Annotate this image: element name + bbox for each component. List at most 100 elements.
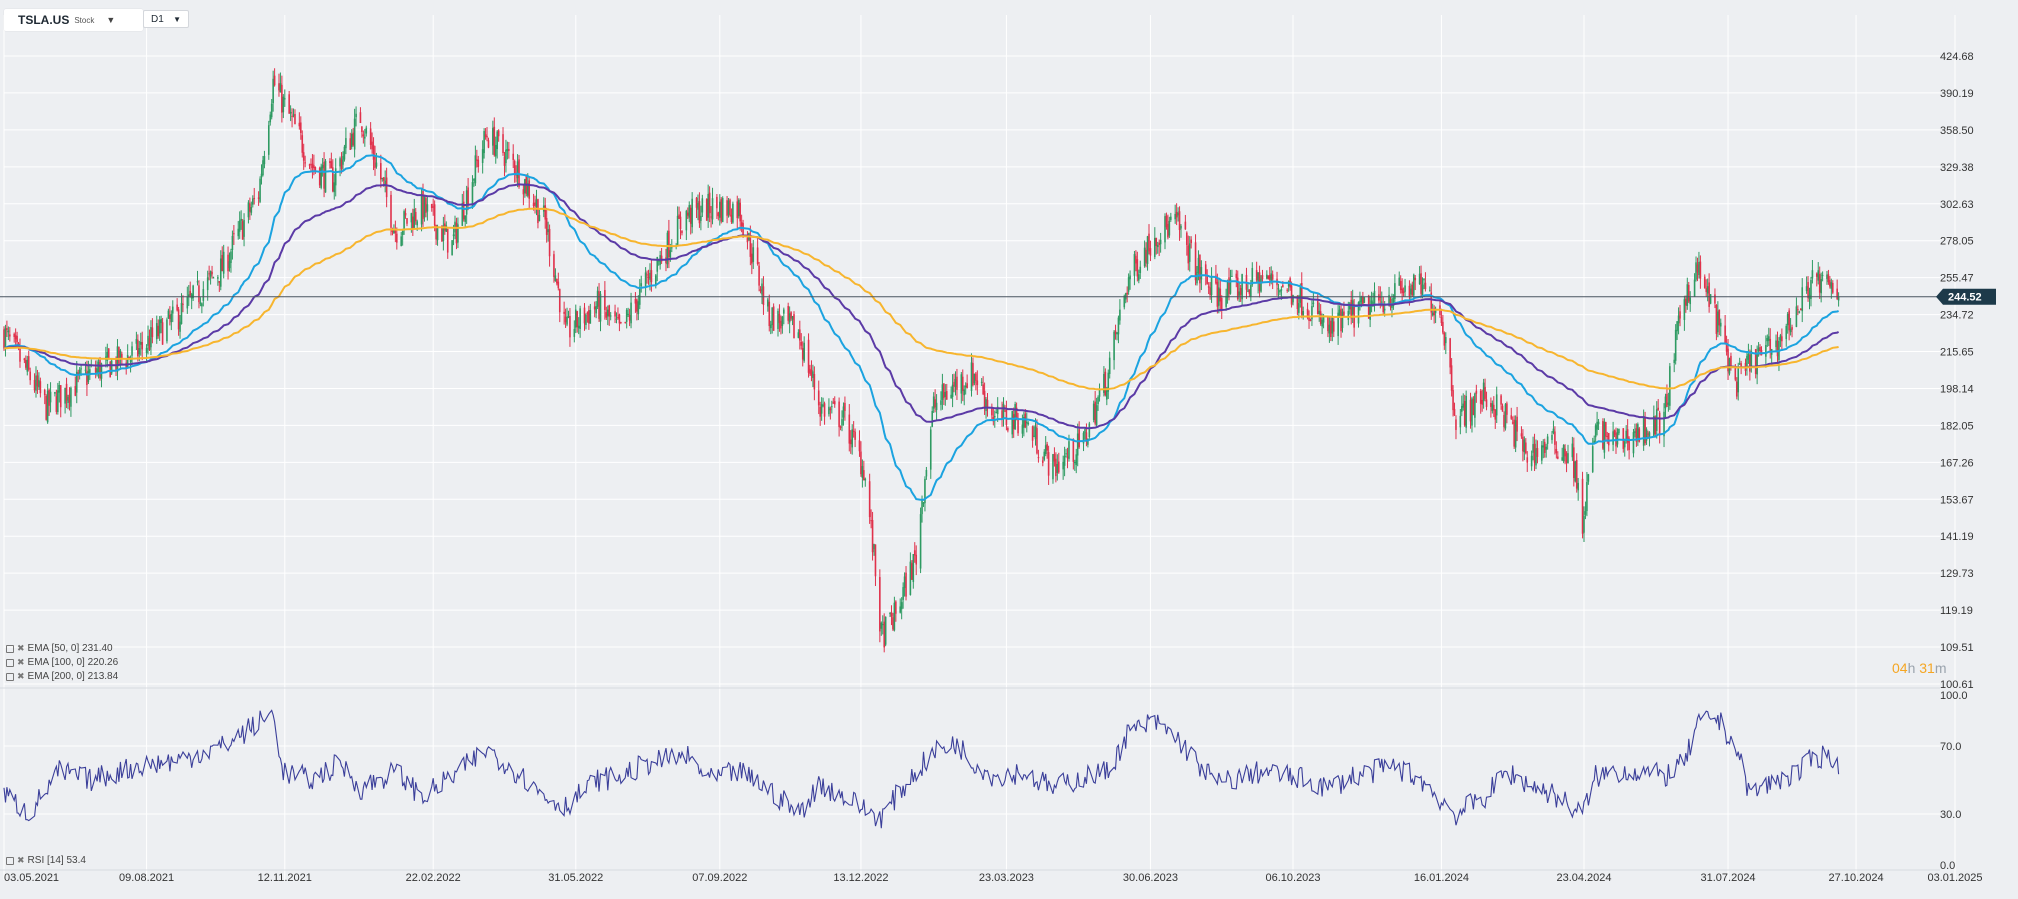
candle-up [1648, 432, 1651, 438]
ema200-legend: ✖ EMA [200, 0] 213.84 [6, 671, 118, 682]
time-tick-label: 30.06.2023 [1123, 872, 1178, 884]
candle-up [1577, 482, 1579, 491]
symbol-name[interactable]: TSLA.US [18, 13, 70, 27]
candle-down [1696, 264, 1699, 273]
price-tick-label: 100.61 [1940, 679, 1974, 691]
candle-down [1012, 414, 1015, 430]
candle-up [89, 369, 91, 374]
candle-down [598, 291, 600, 319]
candle-up [474, 155, 477, 184]
settings-icon[interactable] [6, 856, 14, 865]
candle-down [441, 226, 443, 242]
candle-down [288, 94, 290, 114]
candle-down [605, 312, 608, 318]
candle-down [1481, 399, 1483, 405]
settings-icon[interactable] [6, 658, 14, 667]
candle-up [1226, 281, 1229, 298]
candle-up [589, 310, 592, 324]
candle-down [1296, 296, 1299, 309]
candle-down [966, 383, 968, 389]
candle-up [893, 602, 896, 631]
candle-down [1236, 277, 1239, 300]
candle-down [522, 189, 525, 195]
candle-up [145, 347, 148, 354]
candle-up [410, 213, 413, 223]
candle-down [1605, 422, 1607, 437]
candle-up [781, 316, 784, 326]
candle-up [279, 83, 282, 93]
candle-down [128, 356, 130, 359]
candle-up [1270, 273, 1273, 281]
candle-down [708, 192, 711, 214]
candle-up [1618, 428, 1620, 434]
candle-down [218, 281, 221, 283]
settings-icon[interactable] [6, 644, 14, 653]
candle-up [381, 177, 384, 179]
close-icon[interactable]: ✖ [17, 657, 25, 667]
candle-up [1471, 398, 1473, 426]
timeframe-dropdown-icon[interactable]: ▼ [173, 14, 181, 24]
candle-up [985, 399, 987, 412]
candle-up [350, 133, 353, 148]
candle-up [1695, 262, 1697, 280]
candle-down [730, 214, 733, 223]
candle-down [189, 290, 192, 296]
candle-up [237, 228, 240, 237]
candle-up [669, 250, 672, 258]
candle-down [569, 316, 571, 338]
candle-down [1209, 287, 1211, 296]
candle-up [1645, 429, 1648, 441]
candle-down [3, 329, 5, 349]
candle-down [678, 214, 680, 219]
candle-down [118, 347, 120, 364]
candle-down [372, 145, 375, 160]
close-icon[interactable]: ✖ [17, 671, 25, 681]
candle-up [1225, 296, 1227, 307]
candle-up [1034, 426, 1037, 440]
candle-up [180, 302, 183, 325]
close-icon[interactable]: ✖ [17, 643, 25, 653]
candle-up [282, 96, 285, 113]
candle-up [230, 251, 232, 263]
settings-icon[interactable] [6, 672, 14, 681]
candle-up [900, 602, 903, 610]
symbol-selector[interactable]: TSLA.US Stock ▼ [4, 9, 143, 31]
candle-up [1231, 275, 1233, 277]
timeframe-selector[interactable]: D1 ▼ [143, 10, 189, 28]
close-icon[interactable]: ✖ [17, 855, 25, 865]
candle-up [995, 412, 998, 414]
candle-up [932, 396, 935, 409]
candle-up [579, 308, 581, 329]
candle-up [1241, 274, 1243, 300]
symbol-dropdown-icon[interactable]: ▼ [106, 15, 116, 25]
candle-up [1002, 403, 1005, 419]
candle-down [1007, 427, 1009, 431]
candle-up [1180, 225, 1182, 229]
candle-up [1551, 434, 1553, 440]
candle-down [396, 233, 398, 243]
candle-up [535, 199, 538, 208]
candle-down [1781, 336, 1783, 342]
candle-up [170, 313, 173, 323]
candle-up [1669, 366, 1671, 406]
candle-down [16, 335, 18, 343]
candle-up [46, 390, 49, 423]
candle-up [666, 232, 669, 265]
candle-up [1677, 315, 1680, 324]
candle-down [198, 285, 200, 303]
candle-up [54, 392, 56, 394]
candle-down [299, 122, 302, 133]
candle-down [278, 83, 280, 91]
candle-down [1343, 311, 1345, 316]
candle-up [1082, 432, 1085, 444]
candle-up [1674, 329, 1677, 361]
candle-down [679, 216, 682, 229]
candle-down [27, 356, 30, 370]
candle-up [228, 261, 231, 269]
candle-down [1255, 270, 1258, 281]
candle-up [944, 391, 947, 397]
candle-up [1535, 448, 1537, 466]
candle-up [657, 260, 660, 262]
